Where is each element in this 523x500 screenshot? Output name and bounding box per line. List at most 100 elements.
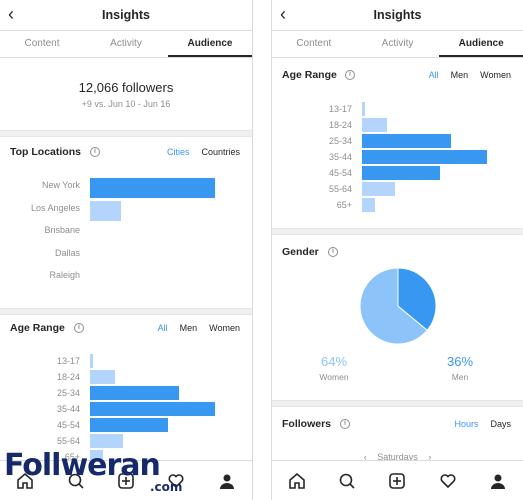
nav-bar: ‹ Insights (272, 0, 523, 30)
search-icon[interactable] (336, 470, 358, 492)
bar-label: 13-17 (328, 104, 352, 114)
age-toggles: All Men Women (158, 323, 240, 333)
women-label: Women (319, 372, 349, 382)
bar-label: 45-54 (56, 420, 80, 430)
bar-label: 45-54 (328, 168, 352, 178)
toggle-days[interactable]: Days (490, 419, 511, 429)
followers-summary: 12,066 followers +9 vs. Jun 10 - Jun 16 (0, 80, 252, 109)
left-screen: ‹ Insights Content Activity Audience 12,… (0, 0, 253, 500)
age-toggles: All Men Women (429, 70, 511, 80)
section-title: Followers (282, 418, 332, 430)
section-divider (0, 308, 252, 315)
section-title: Gender (282, 246, 319, 258)
bar (362, 182, 395, 196)
followers-count: 12,066 followers (78, 80, 174, 95)
pie-slice-women (359, 267, 428, 345)
toggle-all[interactable]: All (428, 70, 439, 80)
bar (362, 102, 365, 116)
age-range-header: Age Range i All Men Women (272, 67, 523, 85)
pie-slice-men (397, 267, 437, 331)
heart-icon[interactable] (437, 470, 459, 492)
bar-label: 65+ (336, 200, 352, 210)
bar-label: 35-44 (56, 404, 80, 414)
toggle-all[interactable]: All (157, 323, 168, 333)
back-chevron-icon[interactable]: ‹ (8, 4, 14, 24)
top-locations-header: Top Locations i Cities Countries (0, 144, 252, 162)
toggle-women[interactable]: Women (209, 323, 240, 333)
profile-icon[interactable] (216, 470, 238, 492)
info-icon[interactable]: i (345, 70, 355, 80)
location-toggles: Cities Countries (167, 147, 240, 157)
bar-label: 13-17 (56, 356, 80, 366)
bar-label: 65+ (64, 452, 80, 462)
toggle-women[interactable]: Women (480, 70, 511, 80)
info-icon[interactable]: i (328, 247, 338, 257)
page-title: Insights (373, 8, 422, 22)
tab-audience[interactable]: Audience (168, 31, 252, 57)
bar (90, 386, 179, 400)
gender-header: Gender i (272, 244, 523, 262)
bar (362, 166, 440, 180)
nav-bar: ‹ Insights (0, 0, 252, 30)
info-icon[interactable]: i (90, 147, 100, 157)
section-divider (272, 400, 523, 407)
bar-label: Raleigh (49, 270, 80, 280)
men-stat: 36% Men (430, 354, 490, 382)
bar-label: Brisbane (44, 225, 80, 235)
next-day-icon[interactable]: › (428, 452, 432, 462)
day-selector: ‹ Saturdays › (272, 452, 523, 462)
bar (90, 418, 168, 432)
gender-pie-chart (359, 267, 437, 345)
search-icon[interactable] (65, 470, 87, 492)
home-icon[interactable] (14, 470, 36, 492)
tab-activity[interactable]: Activity (110, 38, 142, 49)
bar-label: Los Angeles (30, 202, 80, 213)
heart-icon[interactable] (165, 470, 187, 492)
bar-label: 18-24 (56, 372, 80, 382)
followers-header: Followers i Hours Days (272, 416, 523, 434)
tab-content[interactable]: Content (24, 38, 60, 49)
women-percent: 64% (320, 354, 348, 369)
section-title: Top Locations (10, 146, 81, 158)
bar-label: 25-34 (328, 136, 352, 146)
tab-activity[interactable]: Activity (381, 38, 414, 49)
bar-label: 35-44 (328, 152, 352, 162)
info-icon[interactable]: i (340, 419, 350, 429)
bar-label: 18-24 (328, 120, 352, 130)
toggle-men[interactable]: Men (450, 70, 469, 80)
screen-gap (253, 0, 271, 500)
bar-label: 55-64 (56, 436, 80, 446)
bar (90, 434, 123, 448)
bar-label: Dallas (54, 247, 80, 258)
toggle-cities[interactable]: Cities (166, 147, 190, 157)
gender-pie (359, 267, 437, 345)
bar (362, 198, 375, 212)
bar-label: New York (41, 180, 80, 190)
home-icon[interactable] (286, 470, 308, 492)
back-chevron-icon[interactable]: ‹ (280, 4, 286, 24)
bottom-nav (272, 460, 523, 500)
prev-day-icon[interactable]: ‹ (363, 452, 367, 462)
bar-label: 55-64 (328, 184, 352, 194)
new-post-icon[interactable] (115, 470, 137, 492)
tab-bar: Content Activity Audience (0, 30, 252, 58)
new-post-icon[interactable] (386, 470, 408, 492)
day-label: Saturdays (377, 452, 418, 462)
toggle-men[interactable]: Men (179, 323, 198, 333)
section-divider (0, 130, 252, 137)
women-stat: 64% Women (304, 354, 364, 382)
tab-content[interactable]: Content (296, 38, 332, 49)
bar (362, 134, 451, 148)
bar (90, 370, 115, 384)
bar (90, 178, 215, 198)
bar (362, 118, 387, 132)
section-divider (272, 228, 523, 235)
section-title: Age Range (282, 69, 337, 81)
toggle-hours[interactable]: Hours (454, 419, 479, 429)
men-percent: 36% (446, 354, 474, 369)
profile-icon[interactable] (487, 470, 509, 492)
tab-audience[interactable]: Audience (439, 31, 523, 57)
bar (90, 354, 93, 368)
toggle-countries[interactable]: Countries (201, 147, 240, 157)
info-icon[interactable]: i (74, 323, 84, 333)
